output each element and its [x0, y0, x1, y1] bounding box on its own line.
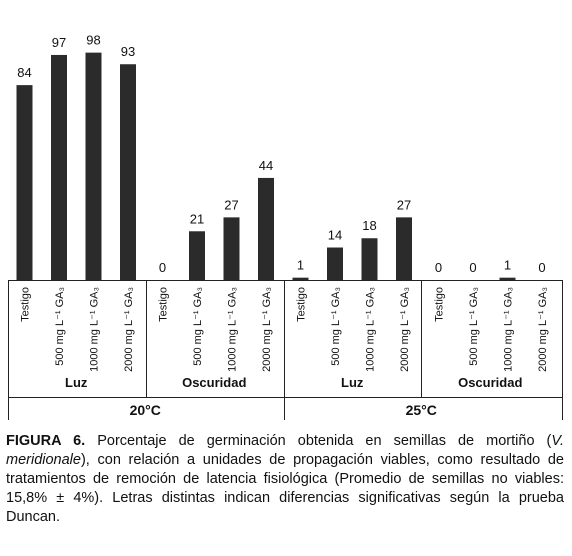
data-label: 93	[121, 44, 135, 59]
chart: 84 Testigo 97 500 mg L⁻¹ GA₃ 98 1000 mg L⁻¹ G…	[8, 33, 563, 420]
bar	[396, 217, 412, 280]
group-label: Oscuridad	[458, 375, 522, 390]
bar	[361, 238, 378, 280]
x-tick-label: 500 mg L⁻¹ GA₃	[468, 287, 480, 366]
caption: FIGURA 6. Porcentaje de germinación obte…	[6, 432, 564, 527]
x-tick-label: 2000 mg L⁻¹ GA₃	[537, 287, 549, 372]
bar	[258, 177, 274, 280]
caption-text: Porcentaje de germinación obtenida en se…	[97, 433, 552, 449]
bar	[499, 277, 516, 280]
data-label: 0	[538, 260, 545, 275]
x-tick-label: Testigo	[296, 287, 308, 322]
group-label: Oscuridad	[182, 375, 246, 390]
frame	[8, 280, 563, 420]
data-label: 27	[397, 197, 411, 212]
bar	[327, 247, 343, 280]
bar	[189, 231, 205, 280]
data-label: 84	[17, 65, 31, 80]
temperature-label: 25°C	[406, 402, 437, 418]
data-label: 14	[328, 228, 342, 243]
group-label: Luz	[341, 375, 364, 390]
data-label: 27	[224, 197, 238, 212]
x-tick-label: 1000 mg L⁻¹ GA₃	[89, 287, 101, 372]
x-tick-label: Testigo	[158, 287, 170, 322]
data-label: 0	[469, 260, 476, 275]
data-label: 21	[190, 211, 204, 226]
caption-label: FIGURA 6.	[6, 433, 86, 449]
data-label: 44	[259, 158, 273, 173]
data-label: 18	[362, 218, 376, 233]
x-tick-label: 1000 mg L⁻¹ GA₃	[503, 287, 515, 372]
data-label: 0	[435, 260, 442, 275]
data-label: 1	[504, 258, 511, 273]
x-tick-label: 500 mg L⁻¹ GA₃	[54, 287, 66, 366]
x-tick-label: Testigo	[434, 287, 446, 322]
bar	[292, 277, 309, 280]
temperature-label: 20°C	[130, 402, 161, 418]
bar	[51, 54, 67, 281]
x-tick-label: 1000 mg L⁻¹ GA₃	[365, 287, 377, 372]
group-label: Luz	[65, 375, 88, 390]
x-tick-label: 2000 mg L⁻¹ GA₃	[123, 287, 135, 372]
caption-text: ), con relación a unidades de propagació…	[6, 452, 564, 525]
bar	[223, 217, 240, 280]
data-label: 1	[297, 258, 304, 273]
bar	[16, 85, 33, 281]
species: V. meridionale	[6, 433, 564, 468]
data-label: 97	[52, 35, 66, 50]
x-tick-label: 2000 mg L⁻¹ GA₃	[399, 287, 411, 372]
x-tick-label: 500 mg L⁻¹ GA₃	[330, 287, 342, 366]
data-label: 0	[159, 260, 166, 275]
x-tick-label: Testigo	[20, 287, 32, 322]
data-label: 98	[86, 33, 100, 48]
bar	[120, 64, 136, 281]
bar	[85, 52, 102, 280]
x-tick-label: 1000 mg L⁻¹ GA₃	[227, 287, 239, 372]
x-tick-label: 500 mg L⁻¹ GA₃	[192, 287, 204, 366]
x-tick-label: 2000 mg L⁻¹ GA₃	[261, 287, 273, 372]
